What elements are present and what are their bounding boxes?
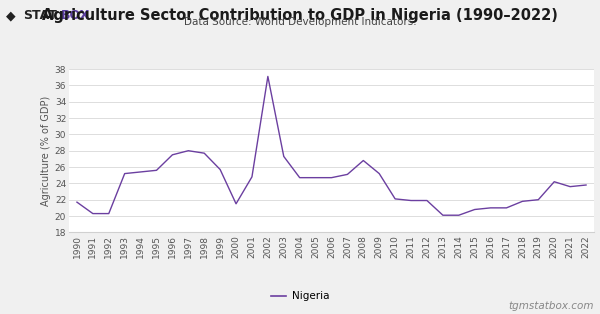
Text: Data Source: World Development Indicators.: Data Source: World Development Indicator… <box>184 17 416 27</box>
Text: tgmstatbox.com: tgmstatbox.com <box>509 301 594 311</box>
Text: ◆: ◆ <box>6 9 16 22</box>
Text: BOX: BOX <box>61 9 91 22</box>
Text: Agriculture Sector Contribution to GDP in Nigeria (1990–2022): Agriculture Sector Contribution to GDP i… <box>42 8 558 23</box>
Text: STAT: STAT <box>23 9 56 22</box>
Y-axis label: Agriculture (% of GDP): Agriculture (% of GDP) <box>41 95 50 206</box>
Legend: Nigeria: Nigeria <box>266 287 334 306</box>
